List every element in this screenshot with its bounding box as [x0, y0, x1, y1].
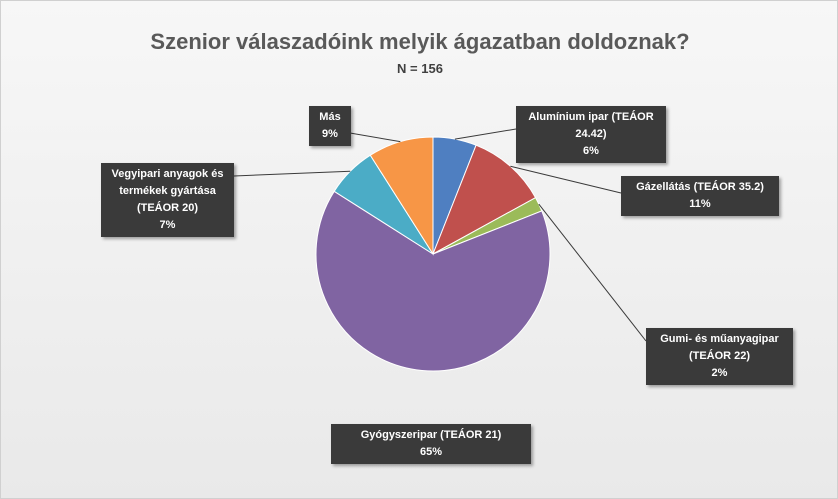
label-name: Alumínium ipar (TEÁOR 24.42)	[528, 111, 654, 140]
label-value: 11%	[689, 198, 711, 210]
leader-line	[349, 132, 401, 143]
label-value: 2%	[711, 367, 728, 379]
data-label: Alumínium ipar (TEÁOR 24.42) 6%	[516, 106, 666, 163]
data-label: Gyógyszeripar (TEÁOR 21) 65%	[331, 424, 531, 464]
label-name: Gyógyszeripar (TEÁOR 21)	[360, 429, 502, 441]
label-name: Vegyipari anyagok és termékek gyártása (…	[111, 168, 224, 214]
leader-line	[454, 128, 517, 140]
chart-title: Szenior válaszadóink melyik ágazatban do…	[150, 29, 689, 54]
data-label: Gázellátás (TEÁOR 35.2) 11%	[621, 176, 779, 216]
label-value: 9%	[322, 128, 338, 140]
pie-slice	[315, 190, 551, 372]
label-value: 6%	[583, 145, 599, 157]
label-name: Más	[319, 111, 341, 123]
label-name: Gumi- és műanyagipar (TEÁOR 22)	[660, 333, 779, 362]
chart-subtitle: N = 156	[397, 61, 443, 76]
leader-line	[510, 165, 622, 194]
data-label: Vegyipari anyagok és termékek gyártása (…	[101, 163, 234, 237]
leader-line	[538, 203, 647, 342]
leader-line	[233, 170, 351, 177]
label-name: Gázellátás (TEÁOR 35.2)	[636, 181, 764, 193]
data-label: Gumi- és műanyagipar (TEÁOR 22) 2%	[646, 328, 793, 385]
data-label: Más 9%	[309, 106, 351, 146]
label-value: 65%	[419, 446, 443, 458]
label-value: 7%	[159, 219, 176, 231]
pie-slice	[432, 144, 537, 256]
